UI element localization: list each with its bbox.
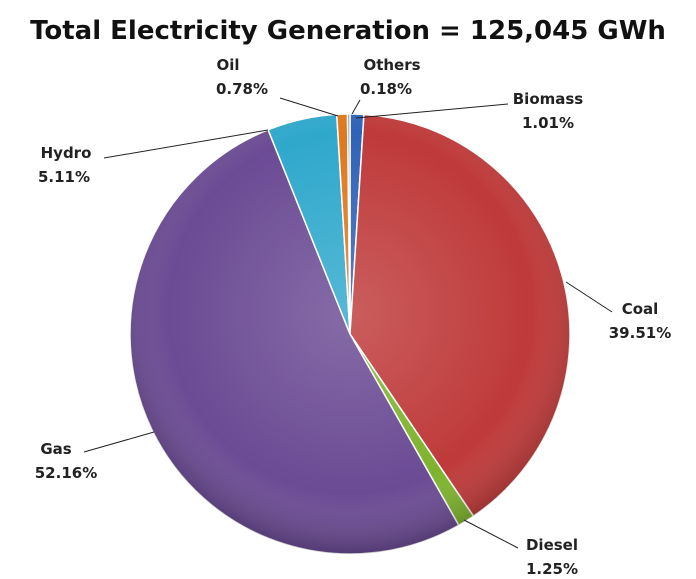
slice-label-others: Others (363, 56, 420, 74)
chart-title: Total Electricity Generation = 125,045 G… (30, 16, 666, 46)
leader-line-oil (279, 97, 339, 117)
slice-value-oil: 0.78% (216, 80, 268, 98)
slice-value-diesel: 1.25% (526, 560, 578, 578)
slice-label-hydro: Hydro (41, 144, 92, 162)
leader-line-gas (83, 431, 155, 453)
leader-line-hydro (103, 129, 269, 159)
slice-label-coal: Coal (622, 300, 659, 318)
slice-label-biomass: Biomass (513, 90, 584, 108)
slice-value-gas: 52.16% (35, 464, 97, 482)
leader-line-others (351, 99, 361, 115)
slice-label-oil: Oil (216, 56, 239, 74)
slice-label-diesel: Diesel (526, 536, 578, 554)
leader-line-biomass (355, 103, 509, 119)
slice-value-biomass: 1.01% (522, 114, 574, 132)
leader-line-diesel (463, 519, 519, 549)
slice-value-coal: 39.51% (609, 324, 671, 342)
slice-label-gas: Gas (40, 440, 71, 458)
slice-value-hydro: 5.11% (38, 168, 90, 186)
leader-line-coal (565, 281, 613, 313)
slice-value-others: 0.18% (360, 80, 412, 98)
